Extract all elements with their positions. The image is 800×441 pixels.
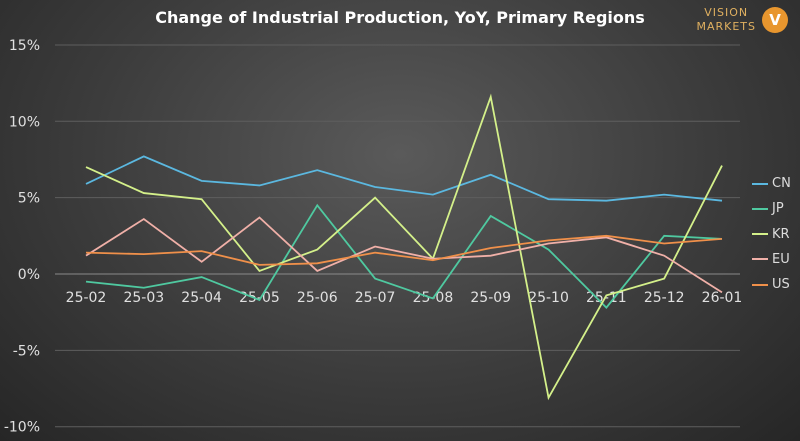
vision-markets-logo: VISION MARKETS V xyxy=(696,6,788,34)
series-line-jp xyxy=(85,203,723,309)
x-tick-label: 25-02 xyxy=(66,290,107,306)
series-line-us xyxy=(85,234,723,266)
logo-badge-icon: V xyxy=(762,7,788,33)
legend-swatch xyxy=(752,283,768,286)
x-tick-label: 25-09 xyxy=(470,290,511,306)
x-tick-label: 25-06 xyxy=(297,290,338,306)
legend-label: KR xyxy=(772,226,790,242)
series-line-cn xyxy=(85,155,723,202)
legend-item-jp: JP xyxy=(752,201,784,216)
legend-label: EU xyxy=(772,251,790,267)
legend-label: US xyxy=(772,277,790,293)
x-tick-label: 25-05 xyxy=(239,290,280,306)
series-line-eu xyxy=(85,216,723,294)
legend-label: CN xyxy=(772,176,791,191)
x-tick-label: 25-12 xyxy=(644,290,685,306)
x-tick-label: 25-07 xyxy=(355,290,396,306)
legend-swatch xyxy=(752,207,768,210)
series-line-kr xyxy=(85,93,723,401)
logo-line2: MARKETS xyxy=(696,20,756,33)
y-tick-label: 0% xyxy=(18,267,40,283)
y-tick-label: 10% xyxy=(9,114,40,130)
y-tick-label: -5% xyxy=(13,343,40,359)
y-tick-label: -10% xyxy=(4,420,40,436)
x-tick-label: 25-10 xyxy=(528,290,569,306)
legend-label: JP xyxy=(772,201,784,217)
x-tick-label: 26-01 xyxy=(702,290,743,306)
x-tick-label: 25-04 xyxy=(181,290,222,306)
legend-item-cn: CN xyxy=(752,176,791,191)
x-tick-label: 25-03 xyxy=(123,290,164,306)
legend-item-us: US xyxy=(752,277,790,292)
y-tick-label: 15% xyxy=(9,38,40,54)
legend-item-eu: EU xyxy=(752,252,790,267)
y-tick-label: 5% xyxy=(18,191,40,207)
logo-line1: VISION xyxy=(704,6,749,19)
legend-swatch xyxy=(752,258,768,261)
chart-title: Change of Industrial Production, YoY, Pr… xyxy=(155,8,645,27)
legend-swatch xyxy=(752,182,768,185)
legend-item-kr: KR xyxy=(752,227,790,242)
legend-swatch xyxy=(752,233,768,236)
